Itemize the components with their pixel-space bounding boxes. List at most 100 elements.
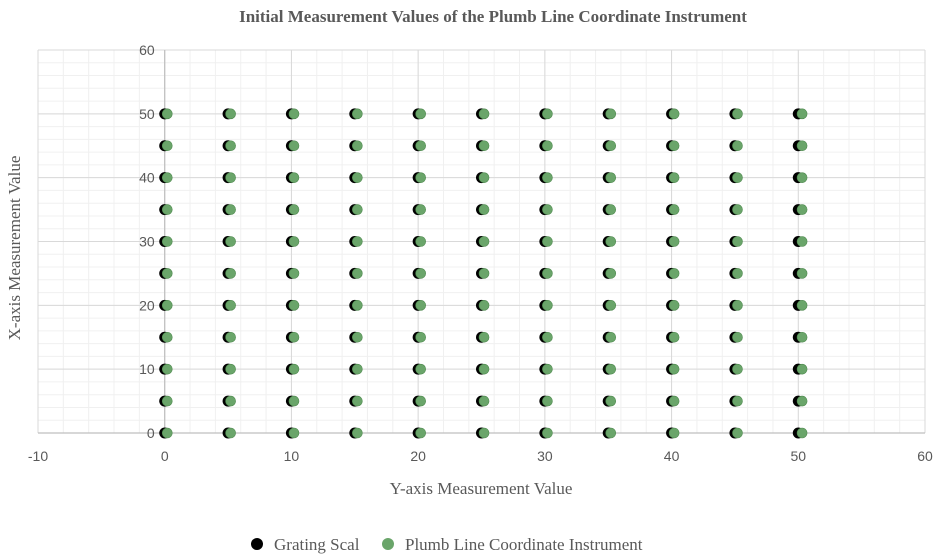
data-point (288, 268, 300, 279)
y-tick-label: 40 (139, 170, 155, 186)
data-point (668, 236, 680, 247)
data-point (796, 236, 808, 247)
data-point (288, 108, 300, 120)
x-tick-label: 0 (161, 448, 169, 464)
data-point (668, 427, 680, 439)
data-point (732, 395, 743, 407)
data-point (225, 300, 236, 311)
data-point (542, 140, 553, 152)
data-point (796, 172, 808, 183)
data-point (605, 140, 617, 152)
data-point (415, 172, 426, 183)
data-point (288, 363, 300, 375)
data-point (161, 172, 173, 183)
data-point (352, 427, 363, 439)
data-point (161, 268, 173, 279)
data-point (478, 236, 490, 247)
data-point (732, 363, 743, 375)
x-tick-label: 10 (284, 448, 300, 464)
data-point (161, 140, 173, 152)
data-point (478, 331, 490, 343)
data-point (352, 395, 363, 407)
data-point (605, 331, 617, 343)
data-point (161, 108, 173, 120)
data-point (796, 331, 808, 343)
x-tick-label: 60 (917, 448, 933, 464)
x-tick-label: 40 (664, 448, 680, 464)
legend: Grating Scal Plumb Line Coordinate Instru… (251, 535, 643, 554)
data-point (352, 268, 363, 279)
y-tick-label: 0 (147, 425, 155, 441)
data-point (668, 108, 680, 120)
data-point (796, 300, 808, 311)
data-point (605, 268, 617, 279)
data-point (225, 363, 236, 375)
data-point (288, 331, 300, 343)
data-point (605, 427, 617, 439)
legend-marker (251, 538, 263, 550)
data-point (732, 236, 743, 247)
data-point (225, 140, 236, 152)
data-point (352, 331, 363, 343)
data-point (732, 300, 743, 311)
data-point (288, 172, 300, 183)
data-point (225, 268, 236, 279)
data-point (225, 331, 236, 343)
data-point (796, 140, 808, 152)
data-point (668, 300, 680, 311)
data-point (225, 204, 236, 215)
data-point (668, 395, 680, 407)
data-point (542, 108, 553, 120)
data-point (542, 236, 553, 247)
data-point (732, 268, 743, 279)
data-point (668, 172, 680, 183)
data-point (605, 300, 617, 311)
data-point (732, 172, 743, 183)
data-point (732, 427, 743, 439)
data-point (415, 140, 426, 152)
data-point (225, 172, 236, 183)
data-point (542, 331, 553, 343)
data-point (668, 331, 680, 343)
data-point (605, 172, 617, 183)
data-point (288, 204, 300, 215)
data-point (161, 427, 173, 439)
data-point (161, 363, 173, 375)
x-tick-label: 50 (790, 448, 806, 464)
data-point (161, 300, 173, 311)
data-point (352, 363, 363, 375)
data-point (796, 395, 808, 407)
legend-marker (382, 538, 394, 550)
data-point (225, 395, 236, 407)
legend-label: Grating Scal (274, 535, 360, 554)
data-point (796, 108, 808, 120)
x-tick-label: 30 (537, 448, 553, 464)
y-tick-label: 10 (139, 361, 155, 377)
data-point (415, 331, 426, 343)
data-point (478, 395, 490, 407)
data-point (352, 140, 363, 152)
series-plumb-line-coordinate-instrument (161, 108, 808, 439)
data-points (159, 108, 808, 439)
data-point (732, 140, 743, 152)
data-point (605, 108, 617, 120)
data-point (225, 108, 236, 120)
data-point (605, 363, 617, 375)
y-tick-label: 30 (139, 234, 155, 250)
data-point (542, 204, 553, 215)
chart-title: Initial Measurement Values of the Plumb … (239, 7, 747, 26)
data-point (352, 236, 363, 247)
data-point (668, 268, 680, 279)
data-point (415, 427, 426, 439)
data-point (415, 108, 426, 120)
legend-label: Plumb Line Coordinate Instrument (405, 535, 643, 554)
data-point (415, 236, 426, 247)
data-point (796, 204, 808, 215)
data-point (478, 204, 490, 215)
data-point (605, 395, 617, 407)
data-point (288, 395, 300, 407)
data-point (542, 395, 553, 407)
data-point (478, 268, 490, 279)
data-point (288, 427, 300, 439)
